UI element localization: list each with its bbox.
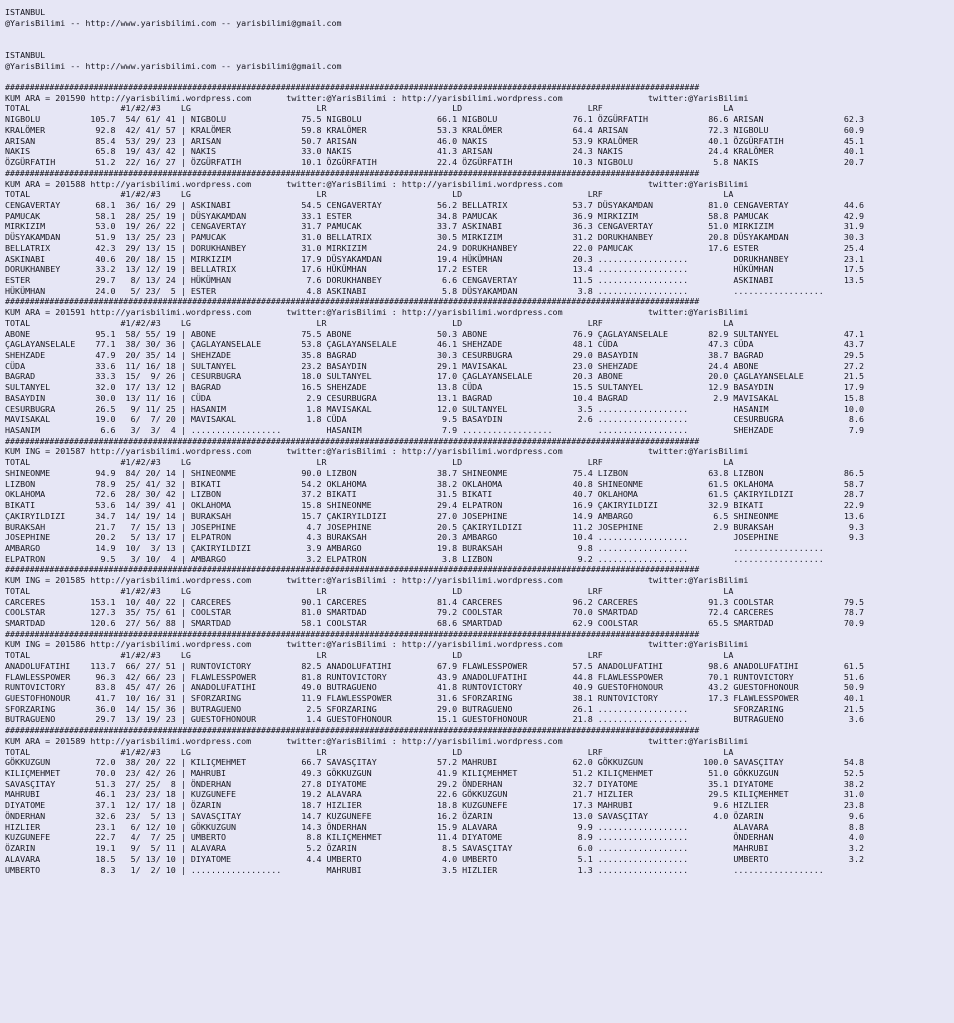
data-row: DIYATOME 37.1 12/ 17/ 18 | ÖZARIN 18.7 H… [5, 800, 864, 811]
separator-rule: ########################################… [5, 564, 700, 575]
data-row: BUTRAGUENO 29.7 13/ 19/ 23 | GUESTOFHONO… [5, 714, 864, 725]
data-row: BELLATRIX 42.3 29/ 13/ 15 | DORUKHANBEY … [5, 242, 864, 253]
blank-line [5, 28, 954, 39]
data-row: RUNTOVICTORY 83.8 45/ 47/ 26 | ANADOLUFA… [5, 682, 864, 693]
data-row: UMBERTO 8.3 1/ 2/ 10 | .................… [5, 864, 824, 875]
venue-title: ISTANBUL [5, 7, 46, 17]
data-row: ANADOLUFATIHI 113.7 66/ 27/ 51 | RUNTOVI… [5, 660, 864, 671]
separator-rule: ########################################… [5, 725, 700, 736]
data-row: ÖZGÜRFATIH 51.2 22/ 16/ 27 | ÖZGÜRFATIH … [5, 157, 864, 168]
data-row: BIKATI 53.6 14/ 39/ 41 | OKLAHOMA 15.8 S… [5, 500, 864, 511]
column-header-line: TOTAL #1/#2/#3 LG LR LD LRF LA [5, 746, 824, 757]
data-row: KRALÖMER 92.8 42/ 41/ 57 | KRALÖMER 59.8… [5, 124, 864, 135]
blank-line [5, 39, 954, 50]
data-row: DÜSYAKAMDAN 51.9 13/ 25/ 23 | PAMUCAK 31… [5, 232, 864, 243]
data-row: SHEHZADE 47.9 20/ 35/ 14 | SHEHZADE 35.8… [5, 350, 864, 360]
separator-rule: ########################################… [5, 82, 700, 93]
statistics-report: ISTANBUL @YarisBilimi -- http://www.yaris… [5, 7, 954, 875]
data-row: BURAKSAH 21.7 7/ 15/ 13 | JOSEPHINE 4.7 … [5, 521, 864, 532]
data-row: CESURBUGRA 26.5 9/ 11/ 25 | HASANIM 1.8 … [5, 403, 864, 414]
data-row: FLAWLESSPOWER 96.3 42/ 66/ 23 | FLAWLESS… [5, 671, 864, 682]
data-row: LIZBON 78.9 25/ 41/ 32 | BIKATI 54.2 OKL… [5, 478, 864, 489]
data-row: ASKINABI 40.6 20/ 18/ 15 | MIRKIZIM 17.9… [5, 253, 864, 264]
data-row: ESTER 29.7 8/ 13/ 24 | HÜKÜMHAN 7.6 DORU… [5, 274, 864, 285]
data-row: SHINEONME 94.9 84/ 20/ 14 | SHINEONME 90… [5, 467, 864, 478]
data-row: AMBARGO 14.9 10/ 3/ 13 | ÇAKIRYILDIZI 3.… [5, 542, 824, 553]
data-row: HASANIM 6.6 3/ 3/ 4 | ..................… [5, 425, 864, 436]
column-header-line: TOTAL #1/#2/#3 LG LR LD LRF LA [5, 317, 824, 328]
data-row: ÇAKIRYILDIZI 34.7 14/ 19/ 14 | BURAKSAH … [5, 510, 864, 521]
data-row: CARCERES 153.1 10/ 40/ 22 | CARCERES 90.… [5, 596, 864, 607]
data-row: ÇAGLAYANSELALE 77.1 38/ 30/ 36 | ÇAGLAYA… [5, 339, 864, 350]
data-row: HÜKÜMHAN 24.0 5/ 23/ 5 | ESTER 4.8 ASKIN… [5, 285, 824, 296]
separator-rule: ########################################… [5, 296, 700, 307]
data-row: NIGBOLU 105.7 54/ 61/ 41 | NIGBOLU 75.5 … [5, 114, 864, 125]
contact-line: @YarisBilimi -- http://www.yarisbilimi.c… [5, 17, 342, 28]
data-row: SAVASÇITAY 51.3 27/ 25/ 8 | ÖNDERHAN 27.… [5, 778, 864, 789]
separator-rule: ########################################… [5, 628, 700, 639]
data-row: MAHRUBI 46.1 23/ 23/ 18 | KUZGUNEFE 19.2… [5, 789, 864, 800]
data-row: KUZGUNEFE 22.7 4/ 7/ 25 | UMBERTO 8.8 KI… [5, 832, 864, 843]
data-row: HIZLIER 23.1 6/ 12/ 10 | GÖKKUZGUN 14.3 … [5, 821, 864, 832]
data-row: ÖNDERHAN 32.6 23/ 5/ 13 | SAVASÇITAY 14.… [5, 810, 864, 821]
data-row: BASAYDIN 30.0 13/ 11/ 16 | CÜDA 2.9 CESU… [5, 392, 864, 403]
data-row: KILIÇMEHMET 70.0 23/ 42/ 26 | MAHRUBI 49… [5, 768, 864, 779]
data-row: GUESTOFHONOUR 41.7 10/ 16/ 31 | SFORZARI… [5, 693, 864, 703]
data-row: BAGRAD 33.3 15/ 9/ 26 | CESURBUGRA 18.0 … [5, 371, 864, 382]
column-header-line: TOTAL #1/#2/#3 LG LR LD LRF LA [5, 103, 824, 114]
block-meta-line: KUM ARA = 201588 http://yarisbilimi.word… [5, 178, 749, 189]
column-header-line: TOTAL #1/#2/#3 LG LR LD LRF LA [5, 650, 824, 661]
block-meta-line: KUM ING = 201587 http://yarisbilimi.word… [5, 446, 749, 457]
data-row: ARISAN 85.4 53/ 29/ 23 | ARISAN 50.7 ARI… [5, 135, 864, 146]
data-row: MIRKIZIM 53.0 19/ 26/ 22 | CENGAVERTAY 3… [5, 221, 864, 232]
data-row: ÖZARIN 19.1 9/ 5/ 11 | ALAVARA 5.2 ÖZARI… [5, 843, 864, 854]
data-row: COOLSTAR 127.3 35/ 75/ 61 | COOLSTAR 81.… [5, 607, 864, 618]
block-meta-line: KUM ARA = 201591 http://yarisbilimi.word… [5, 307, 749, 318]
separator-rule: ########################################… [5, 167, 700, 178]
data-row: SULTANYEL 32.0 17/ 13/ 12 | BAGRAD 16.5 … [5, 382, 864, 393]
data-row: ABONE 95.1 58/ 55/ 19 | ABONE 75.5 ABONE… [5, 328, 864, 339]
data-row: PAMUCAK 58.1 28/ 25/ 19 | DÜSYAKAMDAN 33… [5, 210, 864, 221]
data-row: DORUKHANBEY 33.2 13/ 12/ 19 | BELLATRIX … [5, 264, 864, 275]
block-meta-line: KUM ING = 201586 http://yarisbilimi.word… [5, 639, 749, 650]
blank-line [5, 71, 954, 82]
contact-line: @YarisBilimi -- http://www.yarisbilimi.c… [5, 60, 342, 71]
data-row: JOSEPHINE 20.2 5/ 13/ 17 | ELPATRON 4.3 … [5, 532, 864, 543]
separator-rule: ########################################… [5, 435, 700, 446]
data-row: CENGAVERTAY 68.1 36/ 16/ 29 | ASKINABI 5… [5, 199, 864, 210]
data-row: SMARTDAD 120.6 27/ 56/ 88 | SMARTDAD 58.… [5, 617, 864, 628]
block-meta-line: KUM ARA = 201589 http://yarisbilimi.word… [5, 735, 749, 746]
data-row: CÜDA 33.6 11/ 16/ 18 | SULTANYEL 23.2 BA… [5, 360, 864, 371]
column-header-line: TOTAL #1/#2/#3 LG LR LD LRF LA [5, 585, 824, 596]
data-row: ELPATRON 9.5 3/ 10/ 4 | AMBARGO 3.2 ELPA… [5, 553, 824, 564]
block-meta-line: KUM ING = 201585 http://yarisbilimi.word… [5, 575, 749, 586]
venue-title: ISTANBUL [5, 49, 46, 60]
data-row: NAKIS 65.8 19/ 43/ 42 | NAKIS 33.0 NAKIS… [5, 146, 864, 157]
data-row: ALAVARA 18.5 5/ 13/ 10 | DIYATOME 4.4 UM… [5, 853, 864, 864]
data-row: MAVISAKAL 19.0 6/ 7/ 20 | MAVISAKAL 1.8 … [5, 414, 864, 425]
column-header-line: TOTAL #1/#2/#3 LG LR LD LRF LA [5, 457, 824, 468]
column-header-line: TOTAL #1/#2/#3 LG LR LD LRF LA [5, 189, 824, 200]
data-row: OKLAHOMA 72.6 28/ 30/ 42 | LIZBON 37.2 B… [5, 489, 864, 500]
block-meta-line: KUM ARA = 201590 http://yarisbilimi.word… [5, 92, 749, 103]
data-row: SFORZARING 36.0 14/ 15/ 36 | BUTRAGUENO … [5, 703, 864, 714]
data-row: GÖKKUZGUN 72.0 38/ 20/ 22 | KILIÇMEHMET … [5, 757, 864, 768]
